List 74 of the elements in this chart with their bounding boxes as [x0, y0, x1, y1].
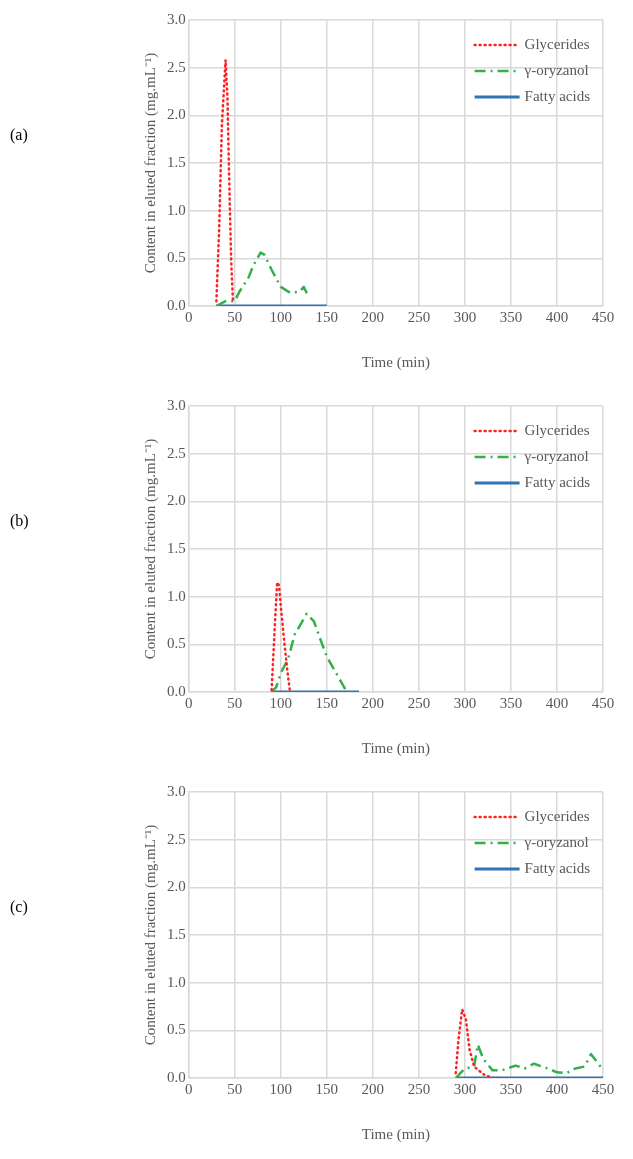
y-tick-label: 2.5 [167, 444, 186, 461]
legend-label: γ-oryzanol [523, 61, 589, 78]
x-tick-label: 200 [361, 694, 385, 711]
legend-label: Fatty acids [524, 87, 591, 104]
y-tick-label: 1.5 [167, 153, 186, 170]
y-tick-label: 1.5 [167, 925, 186, 942]
y-tick-label: 2.0 [167, 878, 186, 895]
x-tick-label: 300 [453, 694, 477, 711]
x-tick-label: 100 [269, 1080, 293, 1097]
line-series [454, 1008, 503, 1078]
x-tick-label: 150 [315, 308, 339, 325]
y-axis-title: Content in eluted fraction (mg.mL⁻¹) [141, 438, 159, 660]
legend-label: Fatty acids [524, 859, 591, 876]
y-tick-label: 0.0 [167, 682, 186, 699]
y-tick-label: 0.5 [167, 1021, 186, 1038]
y-tick-label: 3.0 [167, 10, 186, 27]
y-tick-label: 2.5 [167, 830, 186, 847]
line-series [270, 581, 292, 692]
y-tick-label: 1.0 [167, 201, 186, 218]
x-tick-label: 0 [185, 308, 193, 325]
text: (c) [10, 898, 28, 916]
y-tick-label: 0.0 [167, 1068, 186, 1085]
legend-label: γ-oryzanol [523, 447, 589, 464]
x-tick-label: 200 [361, 308, 385, 325]
x-tick-label: 50 [227, 1080, 243, 1097]
y-tick-label: 3.0 [167, 782, 186, 799]
x-axis-title: Time (min) [361, 353, 430, 371]
x-tick-label: 50 [227, 694, 243, 711]
x-tick-label: 250 [407, 308, 431, 325]
x-tick-label: 200 [361, 1080, 385, 1097]
line-series [215, 58, 235, 303]
x-tick-label: 50 [227, 308, 243, 325]
text: (a) [10, 126, 28, 144]
y-axis-title: Content in eluted fraction (mg.mL⁻¹) [141, 824, 159, 1046]
x-tick-label: 0 [185, 694, 193, 711]
line-series [215, 251, 310, 306]
x-tick-label: 300 [453, 308, 477, 325]
x-tick-label: 400 [545, 308, 569, 325]
y-tick-label: 2.5 [167, 58, 186, 75]
x-tick-label: 150 [315, 694, 339, 711]
legend-label: Fatty acids [524, 473, 591, 490]
y-tick-label: 0.5 [167, 635, 186, 652]
y-tick-label: 2.0 [167, 492, 186, 509]
x-tick-label: 250 [407, 694, 431, 711]
x-tick-label: 350 [499, 308, 523, 325]
y-tick-label: 1.0 [167, 587, 186, 604]
x-tick-label: 350 [499, 1080, 523, 1097]
x-tick-label: 450 [591, 308, 615, 325]
x-tick-label: 100 [269, 694, 293, 711]
legend-label: Glycerides [524, 35, 590, 52]
y-tick-label: 2.0 [167, 106, 186, 123]
legend-label: γ-oryzanol [523, 833, 589, 850]
x-axis-title: Time (min) [361, 1125, 430, 1143]
y-tick-label: 1.0 [167, 973, 186, 990]
x-tick-label: 0 [185, 1080, 193, 1097]
legend-label: Glycerides [524, 807, 590, 824]
x-tick-label: 450 [591, 1080, 615, 1097]
x-tick-label: 400 [545, 694, 569, 711]
y-tick-label: 1.5 [167, 539, 186, 556]
x-tick-label: 400 [545, 1080, 569, 1097]
x-tick-label: 450 [591, 694, 615, 711]
x-axis-title: Time (min) [361, 739, 430, 757]
y-axis-title: Content in eluted fraction (mg.mL⁻¹) [141, 52, 159, 274]
x-tick-label: 250 [407, 1080, 431, 1097]
legend-label: Glycerides [524, 421, 590, 438]
x-tick-label: 150 [315, 1080, 339, 1097]
y-tick-label: 3.0 [167, 396, 186, 413]
text: (b) [10, 512, 29, 530]
line-series [454, 1043, 603, 1078]
x-tick-label: 350 [499, 694, 523, 711]
x-tick-label: 100 [269, 308, 293, 325]
x-tick-label: 300 [453, 1080, 477, 1097]
y-tick-label: 0.0 [167, 296, 186, 313]
y-tick-label: 0.5 [167, 249, 186, 266]
